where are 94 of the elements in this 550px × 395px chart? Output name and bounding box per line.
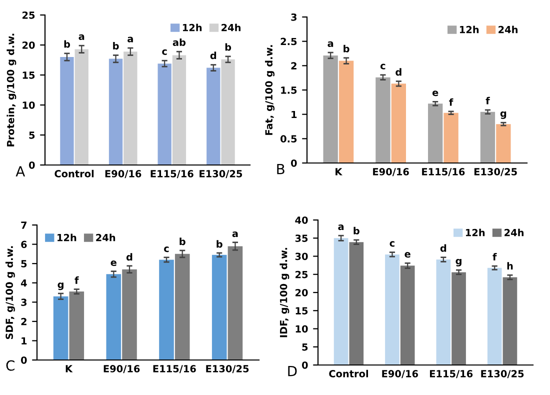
y-tick-label: 25: [22, 11, 35, 19]
data-label: h: [507, 262, 513, 270]
text: A: [16, 166, 26, 176]
y-tick-label: 2.5: [280, 38, 297, 46]
x-tick-label: E90/16: [373, 168, 409, 176]
y-tick-label: 10: [22, 101, 35, 109]
legend-label: 24h: [504, 228, 524, 236]
x-tick-label: Control: [54, 170, 94, 178]
y-tick-label: 5: [302, 343, 308, 351]
x-tick-label: E90/16: [382, 370, 418, 378]
data-label: f: [449, 98, 454, 106]
y-axis-title: SDF, g/100 g d.w.: [5, 246, 15, 340]
x-tick-label: K: [336, 168, 342, 176]
x-tick-label: E115/16: [150, 170, 194, 178]
x-tick-label: E115/16: [422, 168, 465, 176]
y-tick-label: 2: [21, 318, 26, 326]
legend-label: 12h: [466, 228, 485, 236]
x-tick-label: E130/25: [200, 170, 242, 178]
x-tick-label: E130/25: [474, 168, 517, 176]
data-label: a: [328, 41, 334, 47]
y-tick-label: 10: [296, 325, 308, 333]
y-tick-label: 5: [21, 260, 27, 268]
data-label: b: [216, 240, 222, 248]
y-axis-title: Protein, g/100 g d.w.: [6, 34, 16, 146]
y-axis-title: IDF, g/100 g d.w.: [280, 248, 290, 338]
legend-label: 12h: [460, 26, 479, 34]
legend-label: 24h: [222, 24, 240, 32]
data-label: a: [128, 36, 133, 42]
data-label: c: [164, 246, 169, 252]
data-label: d: [126, 253, 132, 261]
data-label: c: [390, 241, 394, 247]
y-tick-label: 2: [291, 62, 296, 70]
data-label: g: [500, 111, 506, 119]
y-tick-label: 3: [21, 298, 27, 306]
x-tick-label: E115/16: [153, 365, 196, 374]
y-tick-label: 35: [295, 234, 308, 242]
x-tick-label: E130/25: [481, 370, 524, 378]
data-label: b: [64, 40, 70, 48]
data-label: b: [113, 42, 119, 50]
x-tick-label: K: [66, 365, 73, 372]
y-tick-label: 5: [29, 132, 35, 139]
y-tick-label: 4: [20, 279, 27, 287]
legend-label: 12h: [58, 234, 76, 242]
text: C: [6, 360, 14, 371]
data-label: a: [232, 232, 238, 238]
x-tick-label: E115/16: [430, 370, 473, 378]
y-tick-label: 7: [21, 222, 27, 229]
y-tick-label: 1.5: [281, 86, 297, 94]
legend-label: 24h: [96, 234, 116, 242]
y-tick-label: 0: [302, 361, 308, 369]
data-label: b: [344, 44, 350, 52]
y-axis-title: Fat, g/100 g d.w.: [265, 45, 274, 135]
x-tick-label: E90/16: [104, 365, 140, 374]
y-tick-label: 30: [295, 252, 308, 260]
data-label: b: [354, 226, 360, 234]
data-label: b: [180, 238, 186, 246]
y-tick-label: 0: [28, 161, 35, 169]
data-label: g: [58, 282, 64, 290]
data-label: ab: [172, 38, 186, 46]
data-label: a: [338, 224, 344, 230]
data-label: d: [396, 68, 402, 76]
text: B: [277, 164, 284, 174]
x-tick-label: E90/16: [105, 170, 142, 178]
y-tick-label: 25: [296, 270, 308, 278]
data-label: c: [162, 49, 167, 55]
y-tick-label: 40: [295, 216, 308, 224]
x-tick-label: Control: [329, 370, 368, 378]
data-label: e: [110, 260, 116, 266]
y-tick-label: 20: [22, 41, 35, 49]
y-tick-label: 6: [21, 240, 27, 248]
legend-label: 24h: [498, 26, 518, 34]
y-tick-label: 3: [291, 13, 297, 21]
x-tick-label: E130/25: [206, 365, 249, 374]
data-label: g: [456, 258, 462, 266]
y-tick-label: 15: [296, 307, 308, 314]
data-label: e: [432, 90, 438, 96]
y-tick-label: 0: [290, 159, 297, 167]
data-label: e: [404, 252, 410, 258]
y-tick-label: 1: [22, 337, 27, 344]
y-tick-label: 0.5: [280, 135, 297, 142]
data-label: a: [78, 34, 84, 40]
y-tick-label: 20: [296, 288, 308, 296]
text: D: [288, 366, 297, 376]
data-label: c: [380, 64, 386, 70]
data-label: f: [486, 96, 490, 104]
data-label: d: [440, 244, 446, 252]
y-tick-label: 1: [292, 110, 297, 118]
data-label: f: [492, 253, 497, 260]
data-label: d: [210, 52, 216, 60]
y-tick-label: 15: [22, 72, 35, 79]
data-label: f: [74, 276, 79, 284]
data-label: b: [225, 43, 232, 51]
legend-label: 12h: [182, 24, 202, 32]
y-tick-label: 0: [20, 356, 27, 364]
